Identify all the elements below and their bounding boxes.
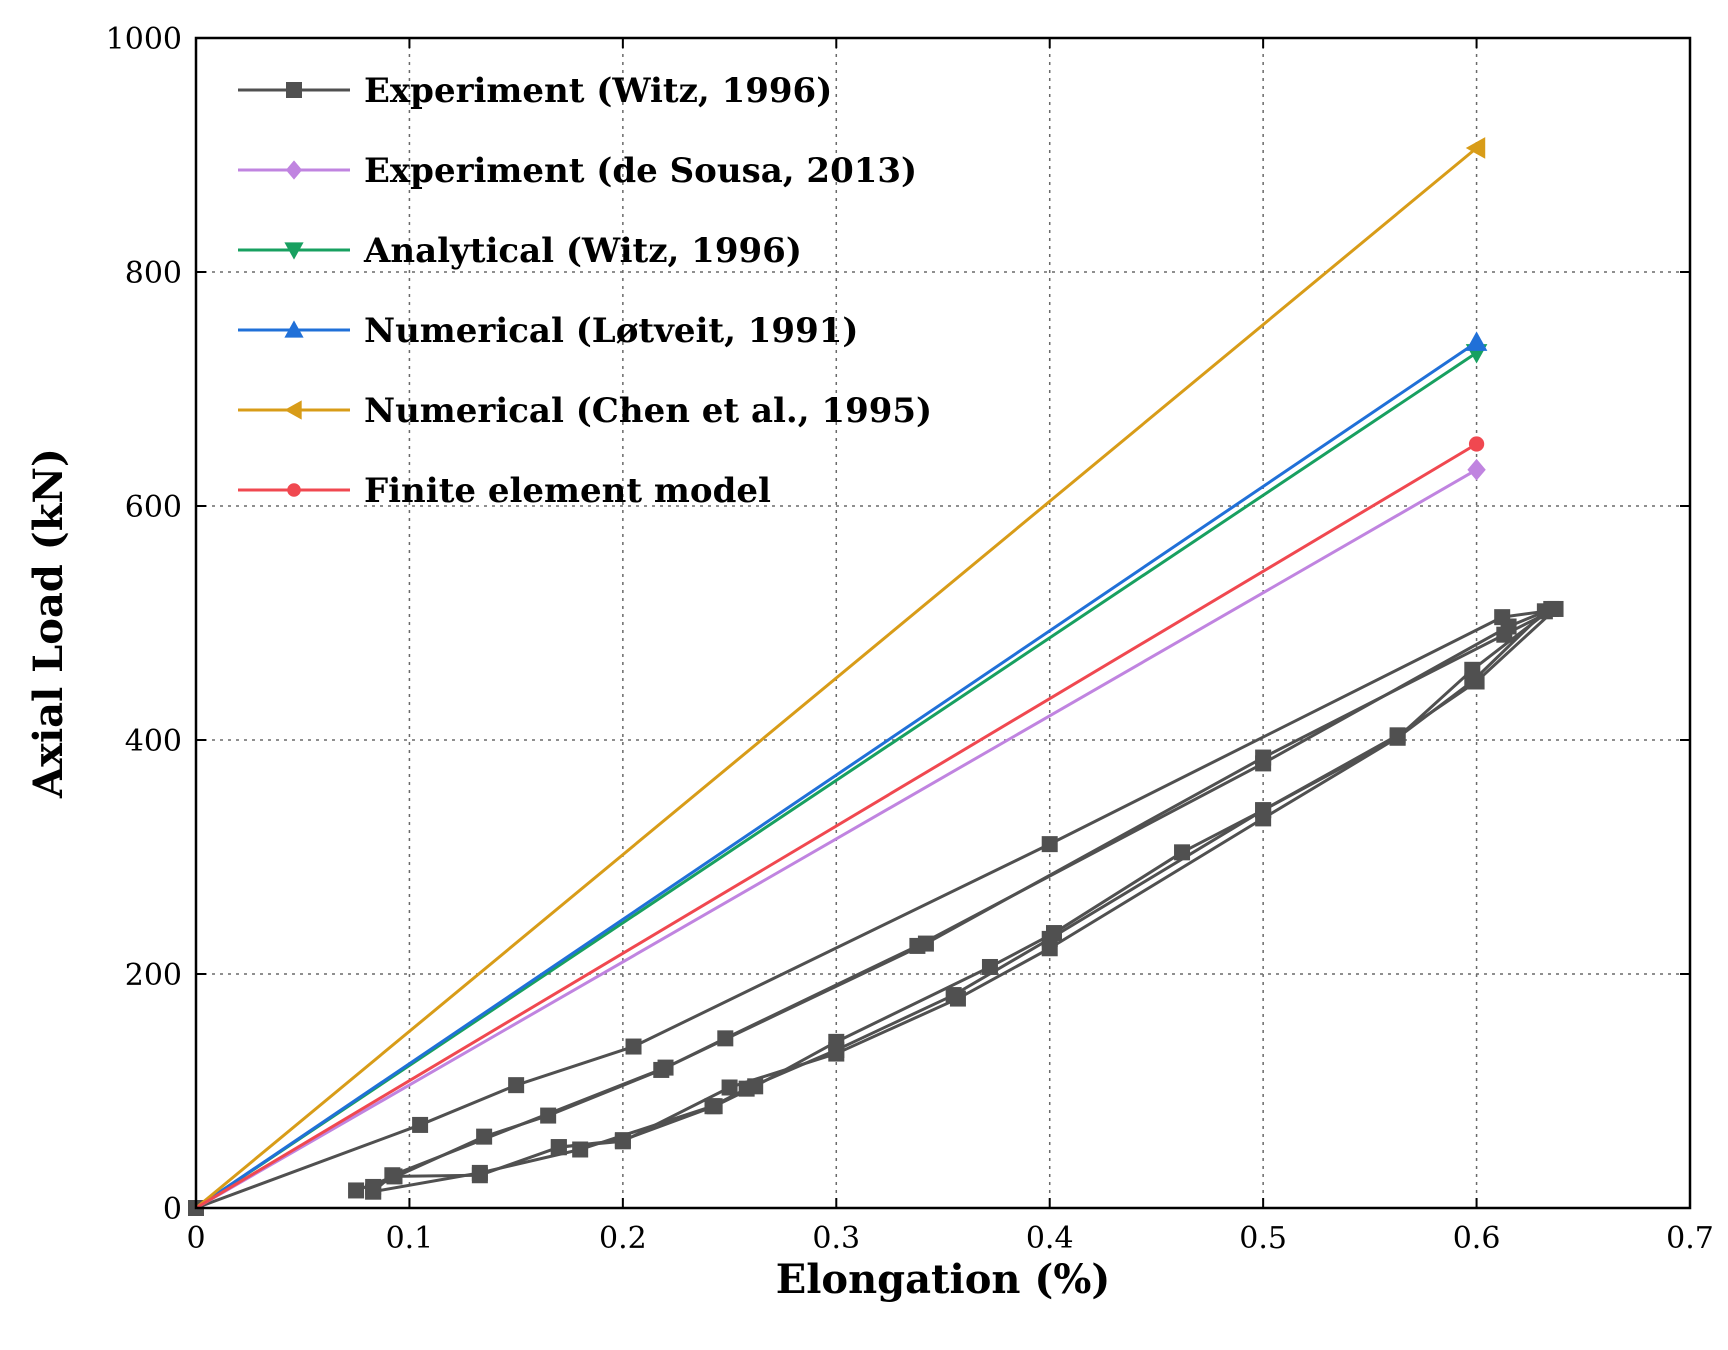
y-axis-title: Axial Load (kN): [25, 448, 72, 799]
series-line: [195, 468, 1478, 1210]
data-point: [717, 1030, 734, 1047]
data-point: [657, 1059, 674, 1076]
legend-item: Experiment (Witz, 1996): [238, 71, 832, 111]
legend-label: Analytical (Witz, 1996): [363, 231, 802, 271]
data-point: [572, 1141, 589, 1158]
data-point: [706, 1098, 723, 1115]
x-tick-label: 0.4: [1026, 1221, 1074, 1256]
legend-label: Numerical (Chen et al., 1995): [364, 391, 932, 431]
series-3: [195, 331, 1488, 1210]
x-tick-label: 0.3: [812, 1221, 860, 1256]
grid: [196, 38, 1690, 1208]
legend-marker: [284, 400, 302, 420]
legend-item: Finite element model: [238, 471, 771, 511]
data-point: [1389, 727, 1406, 744]
x-tick-label: 0: [186, 1221, 205, 1256]
plot-frame: [194, 36, 1692, 1210]
x-tick-label: 0.2: [599, 1221, 647, 1256]
data-point: [476, 1128, 493, 1145]
legend-label: Experiment (de Sousa, 2013): [364, 151, 917, 191]
data-point: [1468, 673, 1485, 690]
data-point: [747, 1078, 764, 1095]
data-point: [348, 1182, 365, 1199]
axis-ticks: 0 0.1 0.2 0.3 0.4 0.5 0.6 0.7 0 200 400 600 800 1000: [106, 22, 1714, 1256]
y-tick-label: 1000: [106, 22, 182, 57]
series-layer: [188, 137, 1564, 1216]
data-point: [828, 1033, 845, 1050]
y-tick-label: 200: [125, 958, 182, 993]
legend: Experiment (Witz, 1996) Experiment (de So…: [238, 71, 932, 511]
series-5: [195, 436, 1485, 1210]
data-point: [1045, 925, 1062, 942]
data-point: [471, 1164, 488, 1181]
data-point: [550, 1139, 567, 1156]
x-axis-title: Elongation (%): [776, 1256, 1111, 1303]
legend-label: Experiment (Witz, 1996): [364, 71, 832, 111]
x-tick-label: 0.7: [1666, 1221, 1714, 1256]
data-point: [1467, 458, 1486, 481]
data-point: [1255, 749, 1272, 766]
data-point: [981, 958, 998, 975]
y-tick-label: 400: [125, 724, 182, 759]
data-point: [508, 1077, 525, 1094]
data-point: [945, 987, 962, 1004]
data-point: [1465, 137, 1486, 159]
x-tick-label: 0.1: [386, 1221, 434, 1256]
x-tick-label: 0.5: [1239, 1221, 1287, 1256]
data-point: [1547, 600, 1564, 617]
series-line: [195, 340, 1478, 1210]
legend-item: Analytical (Witz, 1996): [238, 231, 802, 271]
data-point: [540, 1107, 557, 1124]
legend-item: Experiment (de Sousa, 2013): [238, 151, 917, 191]
legend-marker: [287, 483, 301, 497]
data-point: [384, 1167, 401, 1184]
data-point: [1496, 626, 1513, 643]
data-point: [1255, 802, 1272, 819]
legend-item: Numerical (Løtveit, 1991): [238, 311, 859, 351]
data-point: [1041, 836, 1058, 853]
data-point: [1468, 436, 1485, 452]
series-1: [195, 458, 1486, 1210]
legend-marker: [284, 242, 304, 260]
data-point: [412, 1116, 429, 1133]
legend-marker: [285, 160, 303, 180]
legend-label: Finite element model: [364, 471, 771, 511]
y-tick-label: 0: [163, 1192, 182, 1227]
series-line: [195, 146, 1478, 1210]
series-line: [195, 609, 1547, 1210]
y-tick-label: 600: [125, 490, 182, 525]
series-0: [188, 600, 1564, 1216]
x-tick-label: 0.6: [1453, 1221, 1501, 1256]
data-point: [365, 1183, 382, 1200]
data-point: [917, 935, 934, 952]
legend-marker: [286, 82, 302, 98]
data-point: [625, 1038, 642, 1055]
series-line: [195, 442, 1478, 1210]
data-point: [1465, 331, 1488, 351]
data-point: [1174, 844, 1191, 861]
data-point: [614, 1132, 631, 1149]
legend-marker: [284, 320, 304, 338]
legend-label: Numerical (Løtveit, 1991): [364, 311, 859, 351]
y-tick-label: 800: [125, 256, 182, 291]
legend-item: Numerical (Chen et al., 1995): [238, 391, 932, 431]
series-4: [195, 137, 1486, 1210]
data-point: [721, 1079, 738, 1096]
